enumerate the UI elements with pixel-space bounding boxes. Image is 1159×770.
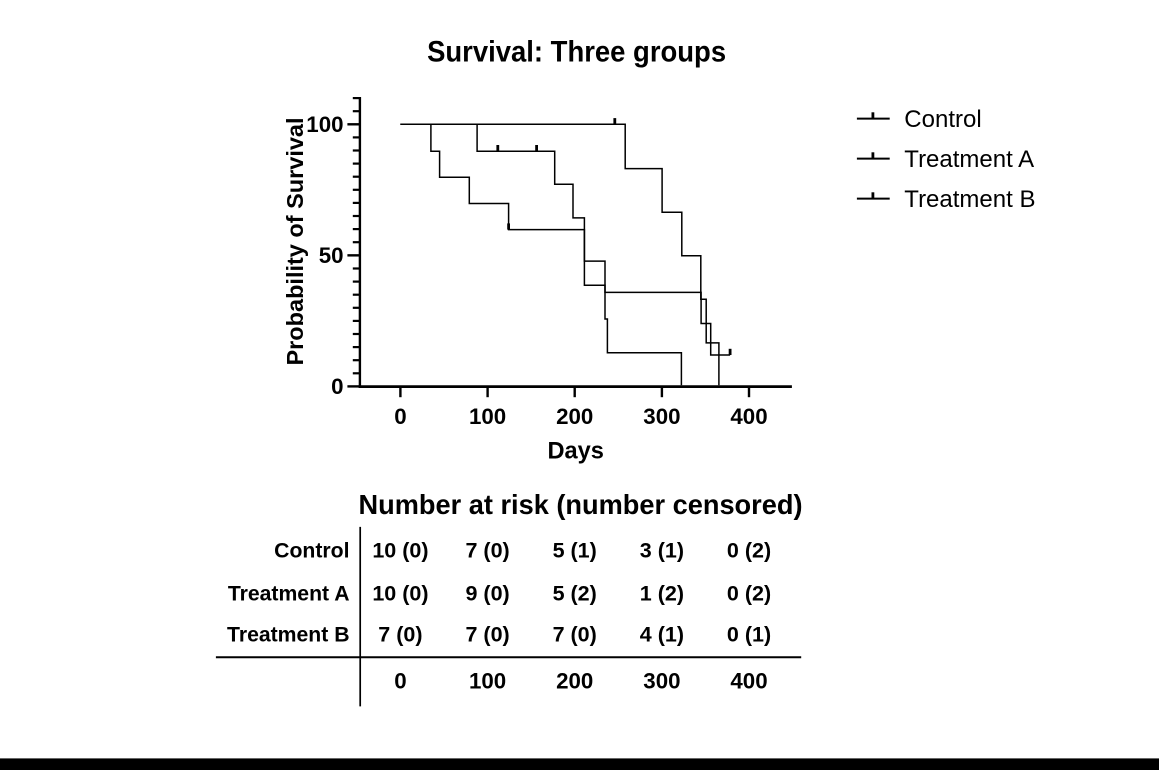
svg-text:Probability of Survival: Probability of Survival bbox=[282, 118, 308, 366]
svg-text:10 (0): 10 (0) bbox=[372, 582, 428, 606]
svg-text:5 (1): 5 (1) bbox=[553, 539, 597, 563]
svg-text:Treatment B: Treatment B bbox=[904, 186, 1035, 213]
svg-text:0: 0 bbox=[394, 404, 406, 429]
svg-text:3 (1): 3 (1) bbox=[640, 539, 684, 563]
svg-text:0 (2): 0 (2) bbox=[727, 539, 771, 563]
svg-text:200: 200 bbox=[556, 404, 593, 429]
svg-text:4 (1): 4 (1) bbox=[640, 622, 684, 646]
svg-text:300: 300 bbox=[643, 669, 680, 694]
svg-text:100: 100 bbox=[469, 669, 506, 694]
svg-text:7 (0): 7 (0) bbox=[465, 539, 509, 563]
svg-text:1 (2): 1 (2) bbox=[640, 582, 684, 606]
svg-text:300: 300 bbox=[643, 404, 680, 429]
svg-text:5 (2): 5 (2) bbox=[553, 582, 597, 606]
svg-text:0: 0 bbox=[331, 374, 343, 399]
svg-text:200: 200 bbox=[556, 669, 593, 694]
svg-text:Control: Control bbox=[904, 106, 981, 133]
svg-text:Treatment A: Treatment A bbox=[228, 583, 350, 606]
svg-text:Treatment B: Treatment B bbox=[227, 623, 349, 646]
svg-text:100: 100 bbox=[306, 112, 343, 137]
svg-text:100: 100 bbox=[469, 404, 506, 429]
svg-text:400: 400 bbox=[730, 669, 767, 694]
svg-text:Days: Days bbox=[547, 438, 603, 464]
svg-text:Number at risk (number censore: Number at risk (number censored) bbox=[359, 489, 803, 520]
svg-text:0: 0 bbox=[394, 669, 406, 694]
svg-text:0 (1): 0 (1) bbox=[727, 622, 771, 646]
svg-text:Survival: Three groups: Survival: Three groups bbox=[427, 35, 726, 68]
svg-text:7 (0): 7 (0) bbox=[378, 622, 422, 646]
svg-text:10 (0): 10 (0) bbox=[372, 539, 428, 563]
svg-text:0 (2): 0 (2) bbox=[727, 582, 771, 606]
svg-text:Control: Control bbox=[274, 540, 349, 563]
svg-text:7 (0): 7 (0) bbox=[465, 622, 509, 646]
svg-text:Treatment A: Treatment A bbox=[904, 146, 1034, 173]
svg-text:7 (0): 7 (0) bbox=[553, 622, 597, 646]
svg-text:50: 50 bbox=[319, 243, 344, 268]
svg-text:400: 400 bbox=[730, 404, 767, 429]
svg-text:9 (0): 9 (0) bbox=[465, 582, 509, 606]
